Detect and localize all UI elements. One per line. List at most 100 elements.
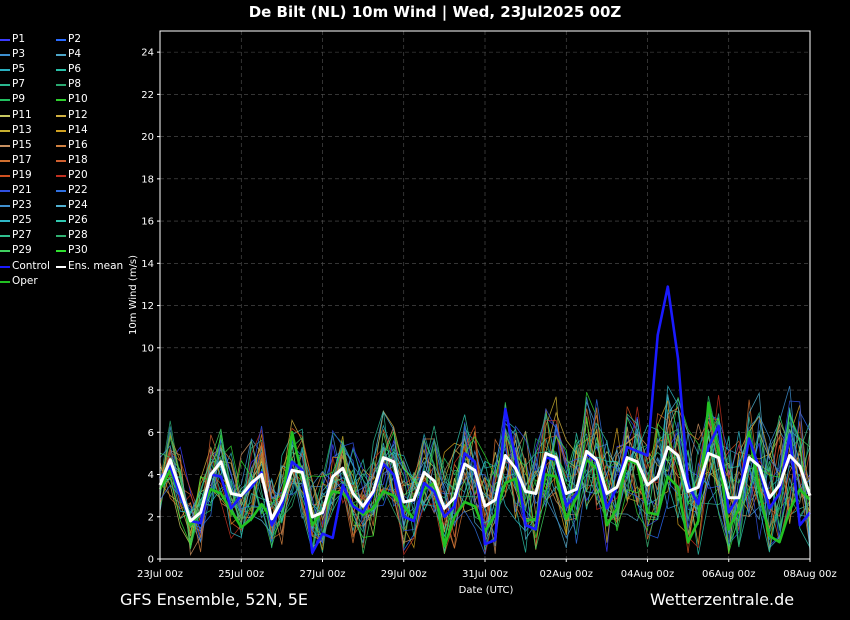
- legend-label: P7: [12, 78, 26, 91]
- y-tick-label: 18: [141, 174, 154, 185]
- legend-swatch: [56, 174, 66, 177]
- legend-swatch: [56, 129, 66, 132]
- legend-swatch: [56, 250, 66, 253]
- y-axis-label: 10m Wind (m/s): [128, 255, 139, 335]
- legend-swatch: [0, 174, 10, 177]
- legend-label: P11: [12, 108, 32, 121]
- y-tick-label: 8: [148, 386, 154, 397]
- y-tick-label: 14: [141, 259, 154, 270]
- x-tick-label: 25Jul 00z: [218, 569, 264, 580]
- y-tick-label: 22: [141, 90, 154, 101]
- member-line: [159, 384, 811, 549]
- legend-label: P23: [12, 199, 32, 212]
- legend-label: P9: [12, 93, 26, 106]
- legend-label: P13: [12, 123, 32, 136]
- legend-swatch: [56, 205, 66, 208]
- legend-label: P25: [12, 214, 32, 227]
- legend-label: P30: [68, 244, 88, 257]
- legend-label: P12: [68, 108, 88, 121]
- legend-swatch: [56, 159, 66, 162]
- legend-label: P20: [68, 168, 88, 181]
- legend-label: P22: [68, 184, 88, 196]
- y-tick-label: 10: [141, 343, 154, 354]
- footer-website: Wetterzentrale.de: [650, 590, 795, 609]
- legend-label: Ens. mean: [68, 259, 124, 272]
- legend-swatch: [56, 114, 66, 117]
- legend-label: P2: [68, 33, 82, 45]
- x-tick-label: 27Jul 00z: [300, 569, 346, 580]
- legend-label: P21: [12, 184, 32, 196]
- y-tick-label: 12: [141, 301, 154, 312]
- legend-swatch: [56, 39, 66, 41]
- y-tick-label: 2: [148, 512, 154, 523]
- member-line: [159, 406, 811, 555]
- x-tick-label: 23Jul 00z: [137, 569, 183, 580]
- legend-label: P8: [68, 78, 82, 91]
- member-line: [159, 409, 811, 555]
- legend-swatch: [0, 99, 10, 102]
- legend-label: P19: [12, 168, 32, 181]
- legend-label: P3: [12, 48, 26, 61]
- legend-swatch: [0, 159, 10, 162]
- legend-label: P1: [12, 33, 26, 45]
- x-axis-label: Date (UTC): [459, 585, 514, 596]
- legend-label: P6: [68, 63, 82, 76]
- legend-swatch: [0, 39, 10, 41]
- x-tick-label: 08Aug 00z: [783, 569, 836, 580]
- legend-swatch: [0, 265, 10, 268]
- legend-swatch: [0, 144, 10, 147]
- legend-swatch: [0, 190, 10, 192]
- legend-label: Oper: [12, 274, 38, 287]
- x-tick-label: 31Jul 00z: [462, 569, 508, 580]
- legend-label: P27: [12, 229, 32, 242]
- legend-label: P17: [12, 153, 32, 166]
- legend-swatch: [0, 250, 10, 253]
- legend-swatch: [0, 114, 10, 117]
- legend-swatch: [56, 220, 66, 223]
- legend-swatch: [0, 129, 10, 132]
- legend-swatch: [0, 54, 10, 57]
- legend-swatch: [56, 69, 66, 72]
- x-tick-label: 04Aug 00z: [621, 569, 674, 580]
- legend-label: P10: [68, 93, 88, 106]
- member-line: [159, 399, 811, 555]
- legend-label: P15: [12, 138, 32, 151]
- legend-label: P28: [68, 229, 88, 242]
- legend-swatch: [56, 144, 66, 147]
- x-tick-label: 02Aug 00z: [540, 569, 593, 580]
- highlight-series-layer: [158, 285, 812, 555]
- legend-swatch: [0, 69, 10, 72]
- legend-swatch: [56, 84, 66, 87]
- legend-label: P18: [68, 153, 88, 166]
- legend-label: P24: [68, 199, 88, 212]
- legend-swatch: [0, 280, 10, 283]
- y-tick-label: 16: [141, 217, 154, 228]
- legend-swatch: [56, 265, 66, 268]
- legend-swatch: [56, 99, 66, 102]
- legend-swatch: [56, 190, 66, 192]
- y-tick-label: 20: [141, 132, 154, 143]
- legend-label: P29: [12, 244, 32, 257]
- y-tick-label: 0: [148, 555, 154, 566]
- x-tick-label: 06Aug 00z: [702, 569, 755, 580]
- x-axis-ticks: 23Jul 00z 25Jul 00z 27Jul 00z 29Jul 00z 31Ju…: [137, 559, 837, 580]
- footer-source: GFS Ensemble, 52N, 5E: [120, 590, 308, 609]
- legend-label: P16: [68, 138, 88, 151]
- legend-label: Control: [12, 259, 50, 272]
- y-tick-label: 6: [148, 428, 154, 439]
- legend-swatch: [0, 205, 10, 208]
- legend-swatch: [56, 54, 66, 57]
- legend-swatch: [0, 220, 10, 223]
- x-tick-label: 29Jul 00z: [381, 569, 427, 580]
- legend-label: P26: [68, 214, 88, 227]
- chart-title: De Bilt (NL) 10m Wind | Wed, 23Jul2025 0…: [249, 3, 622, 22]
- legend-label: P4: [68, 48, 82, 61]
- legend-label: P14: [68, 123, 88, 136]
- y-tick-label: 24: [141, 48, 154, 59]
- y-tick-label: 4: [148, 470, 154, 481]
- legend-swatch: [0, 235, 10, 238]
- legend-swatch: [0, 84, 10, 87]
- legend-swatch: [56, 235, 66, 238]
